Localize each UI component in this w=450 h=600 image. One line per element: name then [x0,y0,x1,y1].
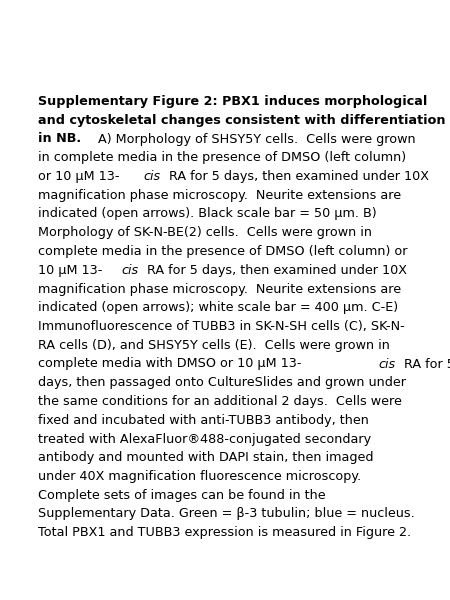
Text: the same conditions for an additional 2 days.  Cells were: the same conditions for an additional 2 … [38,395,402,408]
Text: magnification phase microscopy.  Neurite extensions are: magnification phase microscopy. Neurite … [38,283,401,295]
Text: 10 μM 13-: 10 μM 13- [38,264,103,277]
Text: antibody and mounted with DAPI stain, then imaged: antibody and mounted with DAPI stain, th… [38,451,374,464]
Text: cis: cis [378,358,395,370]
Text: Supplementary Data. Green = β-3 tubulin; blue = nucleus.: Supplementary Data. Green = β-3 tubulin;… [38,508,415,520]
Text: days, then passaged onto CultureSlides and grown under: days, then passaged onto CultureSlides a… [38,376,406,389]
Text: fixed and incubated with anti-TUBB3 antibody, then: fixed and incubated with anti-TUBB3 anti… [38,414,369,427]
Text: indicated (open arrows). Black scale bar = 50 μm. B): indicated (open arrows). Black scale bar… [38,208,377,220]
Text: Supplementary Figure 2: PBX1 induces morphological: Supplementary Figure 2: PBX1 induces mor… [38,95,428,108]
Text: RA cells (D), and SHSY5Y cells (E).  Cells were grown in: RA cells (D), and SHSY5Y cells (E). Cell… [38,339,390,352]
Text: in complete media in the presence of DMSO (left column): in complete media in the presence of DMS… [38,151,406,164]
Text: Immunofluorescence of TUBB3 in SK-N-SH cells (C), SK-N-: Immunofluorescence of TUBB3 in SK-N-SH c… [38,320,405,333]
Text: magnification phase microscopy.  Neurite extensions are: magnification phase microscopy. Neurite … [38,189,401,202]
Text: RA for 5 days, then examined under 10X: RA for 5 days, then examined under 10X [165,170,429,183]
Text: indicated (open arrows); white scale bar = 400 μm. C-E): indicated (open arrows); white scale bar… [38,301,398,314]
Text: complete media in the presence of DMSO (left column) or: complete media in the presence of DMSO (… [38,245,408,258]
Text: treated with AlexaFluor®488-conjugated secondary: treated with AlexaFluor®488-conjugated s… [38,433,371,445]
Text: Complete sets of images can be found in the: Complete sets of images can be found in … [38,489,326,502]
Text: RA for 5 days, then examined under 10X: RA for 5 days, then examined under 10X [143,264,407,277]
Text: cis: cis [121,264,138,277]
Text: complete media with DMSO or 10 μM 13-: complete media with DMSO or 10 μM 13- [38,358,302,370]
Text: or 10 μM 13-: or 10 μM 13- [38,170,120,183]
Text: in NB.: in NB. [38,133,81,145]
Text: cis: cis [143,170,160,183]
Text: RA for 5: RA for 5 [400,358,450,370]
Text: Morphology of SK-N-BE(2) cells.  Cells were grown in: Morphology of SK-N-BE(2) cells. Cells we… [38,226,372,239]
Text: A) Morphology of SHSY5Y cells.  Cells were grown: A) Morphology of SHSY5Y cells. Cells wer… [94,133,415,145]
Text: Total PBX1 and TUBB3 expression is measured in Figure 2.: Total PBX1 and TUBB3 expression is measu… [38,526,411,539]
Text: under 40X magnification fluorescence microscopy.: under 40X magnification fluorescence mic… [38,470,361,483]
Text: and cytoskeletal changes consistent with differentiation: and cytoskeletal changes consistent with… [38,114,446,127]
